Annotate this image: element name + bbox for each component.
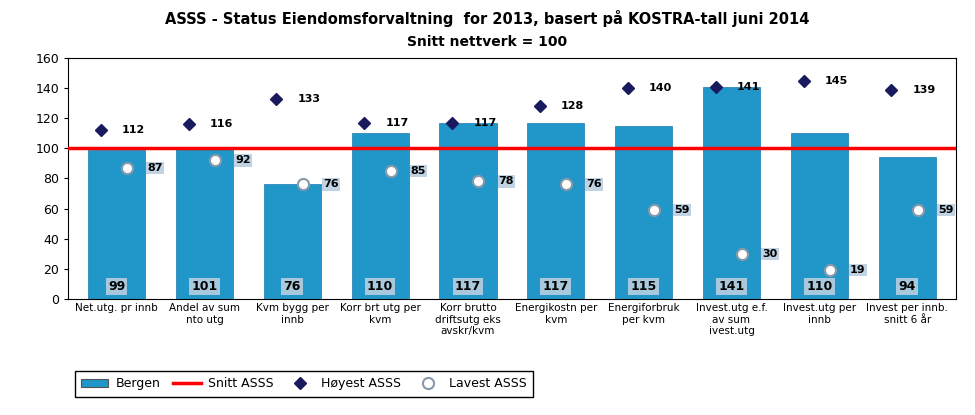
Bar [878, 157, 936, 299]
Text: 19: 19 [850, 265, 866, 275]
Bar [791, 133, 848, 299]
Text: 87: 87 [147, 163, 163, 173]
Text: 133: 133 [297, 94, 321, 104]
Legend: Bergen, Snitt ASSS, Høyest ASSS, Lavest ASSS: Bergen, Snitt ASSS, Høyest ASSS, Lavest … [74, 371, 532, 397]
Text: 117: 117 [454, 280, 481, 293]
Text: 110: 110 [806, 280, 833, 293]
Text: 116: 116 [210, 119, 233, 129]
Text: 128: 128 [561, 101, 584, 111]
Text: 99: 99 [108, 280, 125, 293]
Bar [352, 133, 409, 299]
Text: 78: 78 [498, 176, 514, 186]
Text: 76: 76 [587, 179, 603, 190]
Text: 94: 94 [899, 280, 916, 293]
Text: 92: 92 [235, 155, 251, 166]
Text: 141: 141 [737, 82, 760, 92]
Text: 139: 139 [913, 85, 936, 95]
Text: 117: 117 [543, 280, 569, 293]
Text: 140: 140 [649, 83, 672, 93]
Bar [176, 147, 233, 299]
Text: 59: 59 [675, 205, 690, 215]
Text: ASSS - Status Eiendomsforvaltning  for 2013, basert på KOSTRA-tall juni 2014: ASSS - Status Eiendomsforvaltning for 20… [166, 10, 809, 27]
Text: 59: 59 [938, 205, 954, 215]
Text: 101: 101 [191, 280, 217, 293]
Text: 112: 112 [122, 125, 145, 135]
Text: Snitt nettverk = 100: Snitt nettverk = 100 [408, 35, 567, 49]
Text: 85: 85 [410, 166, 426, 176]
Bar [88, 150, 145, 299]
Text: 76: 76 [284, 280, 301, 293]
Bar [527, 123, 584, 299]
Bar [263, 184, 321, 299]
Bar [703, 87, 761, 299]
Text: 30: 30 [762, 249, 777, 259]
Bar [615, 126, 672, 299]
Text: 145: 145 [825, 76, 848, 85]
Text: 117: 117 [385, 118, 409, 128]
Text: 115: 115 [631, 280, 657, 293]
Text: 117: 117 [473, 118, 496, 128]
Text: 76: 76 [323, 179, 338, 190]
Text: 110: 110 [367, 280, 393, 293]
Bar [440, 123, 496, 299]
Text: 141: 141 [719, 280, 745, 293]
